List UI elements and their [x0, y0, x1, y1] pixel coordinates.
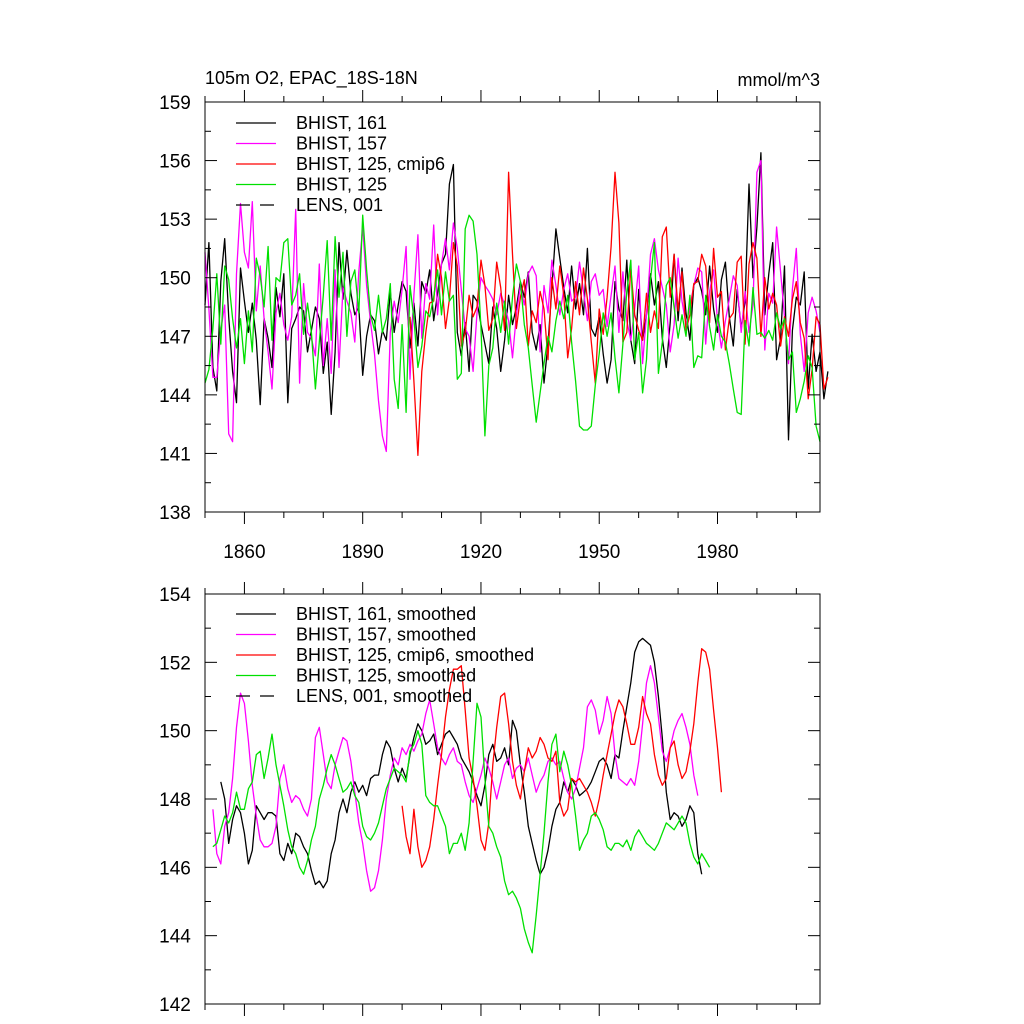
bottom-ytick-label: 154 [159, 585, 191, 606]
bottom-series-group [212, 637, 723, 954]
top-ytick-label: 138 [159, 503, 191, 524]
bottom-ytick-label: 148 [159, 790, 191, 811]
bottom-legend-label-1: BHIST, 161, smoothed [296, 604, 476, 624]
bottom-legend-label-4: BHIST, 125, smoothed [296, 666, 476, 686]
top-xtick-label: 1860 [223, 542, 265, 563]
bottom-series-line-3 [401, 648, 723, 868]
top-ytick-label: 153 [159, 210, 191, 231]
top-series-group [204, 152, 829, 457]
top-ytick-label: 159 [159, 93, 191, 114]
top-legend-label-3: BHIST, 125, cmip6 [296, 154, 445, 174]
top-axes: 138 141 144 147 150 153 156 159 1860 1890 1920 1950… [159, 90, 820, 563]
top-xtick-label: 1890 [342, 542, 384, 563]
top-legend-label-4: BHIST, 125 [296, 175, 387, 195]
bottom-ytick-label: 144 [159, 927, 191, 948]
top-xtick-label: 1980 [696, 542, 738, 563]
top-xtick-label: 1920 [460, 542, 502, 563]
bottom-series-line-2 [212, 665, 699, 892]
bottom-legend-label-3: BHIST, 125, cmip6, smoothed [296, 645, 534, 665]
top-ytick-label: 144 [159, 386, 191, 407]
top-ytick-label: 150 [159, 269, 191, 290]
bottom-series-line-4 [212, 702, 711, 954]
bottom-ytick-label: 142 [159, 995, 191, 1016]
bottom-legend-label-5: LENS, 001, smoothed [296, 686, 472, 706]
top-legend-label-1: BHIST, 161 [296, 113, 387, 133]
bottom-panel: 142 144 146 148 150 152 154 BHIST, 161, smooth… [159, 582, 821, 1016]
top-xtick-label: 1950 [578, 542, 620, 563]
bottom-axes: 142 144 146 148 150 152 154 [159, 582, 820, 1016]
bottom-ytick-label: 146 [159, 858, 191, 879]
top-ytick-label: 156 [159, 152, 191, 173]
bottom-ytick-label: 150 [159, 722, 191, 743]
top-panel: 105m O2, EPAC_18S-18N mmol/m^3 138 141 144… [159, 68, 829, 563]
bottom-series-line-1 [220, 637, 703, 889]
bottom-ytick-label: 152 [159, 653, 191, 674]
top-panel-title: 105m O2, EPAC_18S-18N [205, 68, 418, 89]
top-series-line-1 [204, 152, 829, 441]
top-panel-units: mmol/m^3 [738, 70, 820, 90]
bottom-legend-label-2: BHIST, 157, smoothed [296, 625, 476, 645]
top-ytick-label: 147 [159, 327, 191, 348]
top-legend-label-2: BHIST, 157 [296, 134, 387, 154]
top-legend-label-5: LENS, 001 [296, 195, 383, 215]
top-ytick-label: 141 [159, 444, 191, 465]
top-series-line-3 [409, 171, 829, 457]
top-series-line-4 [204, 214, 821, 442]
